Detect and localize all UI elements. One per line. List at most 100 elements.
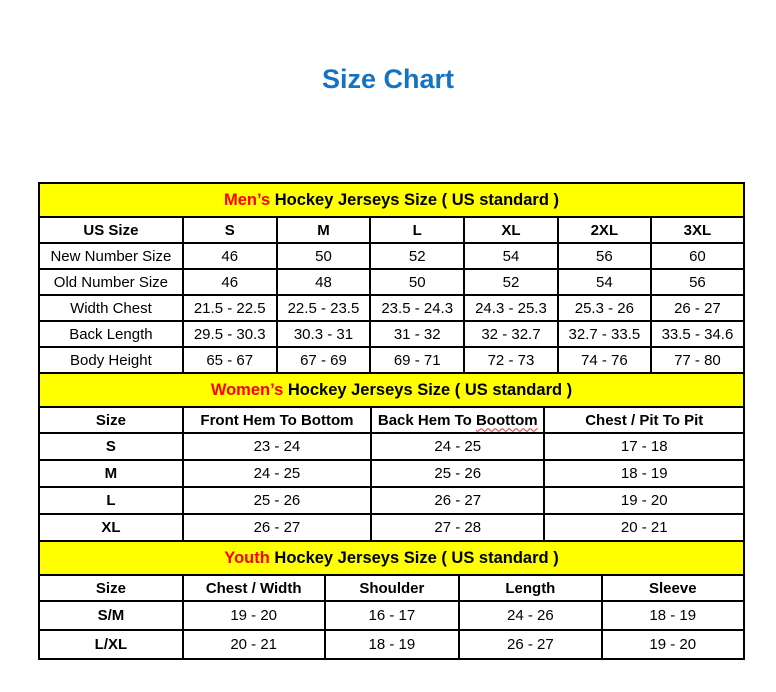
cell-value: 19 - 20 [543,486,745,515]
cell-value: 46 [181,268,278,296]
cell-value: 21.5 - 22.5 [181,294,278,322]
header-row: Size Front Hem To Bottom Back Hem To Boott… [38,406,745,434]
cell-value: 16 - 17 [323,600,461,631]
cell-value: 24 - 25 [370,432,546,461]
cell-value: 18 - 19 [600,600,746,631]
page-title: Size Chart [321,64,455,94]
cell-value: 31 - 32 [369,320,466,348]
cell-value: 27 - 28 [370,513,546,542]
table-row: Width Chest 21.5 - 22.5 22.5 - 23.5 23.5 - … [38,294,746,322]
row-label: Width Chest [38,294,184,322]
column-header: XL [463,216,559,244]
row-label: Back Length [38,320,184,348]
cell-value: 69 - 71 [369,346,466,374]
cell-value: 22.5 - 23.5 [275,294,372,322]
caption-accent: Women’s [210,380,284,399]
cell-value: 52 [369,242,466,270]
column-header: Size [38,574,184,602]
table-row: S/M 19 - 20 16 - 17 24 - 26 18 - 19 [38,600,746,631]
cell-value: 18 - 19 [543,459,745,488]
row-label: S [38,432,184,461]
row-label: New Number Size [38,242,184,270]
cell-value: 19 - 20 [600,629,746,660]
cell-value: 23.5 - 24.3 [369,294,466,322]
row-label: L [38,486,184,515]
cell-value: 32 - 32.7 [463,320,559,348]
youth-size-table: Youth Hockey Jerseys Size ( US standard … [38,540,746,660]
cell-value: 24.3 - 25.3 [463,294,559,322]
cell-value: 50 [369,268,466,296]
cell-value: 26 - 27 [458,629,603,660]
cell-value: 32.7 - 33.5 [556,320,652,348]
table-row: XL 26 - 27 27 - 28 20 - 21 [38,513,745,542]
cell-value: 67 - 69 [275,346,372,374]
table-row: M 24 - 25 25 - 26 18 - 19 [38,459,745,488]
cell-value: 56 [556,242,652,270]
column-header: S [181,216,278,244]
table-row: L/XL 20 - 21 18 - 19 26 - 27 19 - 20 [38,629,746,660]
column-header: Length [458,574,603,602]
table-caption-row: Youth Hockey Jerseys Size ( US standard … [38,540,745,576]
table-caption: Men’s Hockey Jerseys Size ( US standard … [38,182,745,218]
cell-value: 30.3 - 31 [275,320,372,348]
cell-value: 77 - 80 [649,346,746,374]
cell-value: 24 - 26 [458,600,603,631]
header-row: US Size S M L XL 2XL 3XL [38,216,746,244]
column-header: US Size [38,216,184,244]
row-label: Body Height [38,346,184,374]
table-row: S 23 - 24 24 - 25 17 - 18 [38,432,745,461]
column-header: L [369,216,466,244]
cell-value: 20 - 21 [543,513,745,542]
cell-value: 26 - 27 [370,486,546,515]
cell-value: 25 - 26 [370,459,546,488]
cell-value: 72 - 73 [463,346,559,374]
misspelled-word: Boottom [475,411,538,429]
column-header: Sleeve [600,574,746,602]
row-label: M [38,459,184,488]
cell-value: 24 - 25 [181,459,373,488]
column-header: Chest / Pit To Pit [543,406,745,434]
mens-size-table: Men’s Hockey Jerseys Size ( US standard … [38,182,746,374]
cell-value: 54 [556,268,652,296]
column-header: Chest / Width [181,574,326,602]
column-header: Size [38,406,184,434]
cell-value: 19 - 20 [181,600,326,631]
caption-accent: Youth [224,548,270,567]
cell-value: 25.3 - 26 [556,294,652,322]
table-row: Old Number Size 46 48 50 52 54 56 [38,268,746,296]
size-chart-page: Size Chart Men’s Hockey Jerseys Size ( U… [0,62,776,692]
cell-value: 74 - 76 [556,346,652,374]
table-row: Back Length 29.5 - 30.3 30.3 - 31 31 - 32 32… [38,320,746,348]
row-label: Old Number Size [38,268,184,296]
cell-value: 33.5 - 34.6 [649,320,746,348]
table-caption-row: Men’s Hockey Jerseys Size ( US standard … [38,182,745,218]
caption-accent: Men’s [223,190,271,209]
cell-value: 26 - 27 [649,294,746,322]
cell-value: 26 - 27 [181,513,373,542]
cell-value: 17 - 18 [543,432,745,461]
table-row: L 25 - 26 26 - 27 19 - 20 [38,486,745,515]
column-header: M [275,216,372,244]
column-header: 2XL [556,216,652,244]
table-row: New Number Size 46 50 52 54 56 60 [38,242,746,270]
size-tables-container: Men’s Hockey Jerseys Size ( US standard … [38,182,746,660]
cell-value: 29.5 - 30.3 [181,320,278,348]
table-caption-row: Women’s Hockey Jerseys Size ( US standar… [38,372,745,408]
column-header: Back Hem To Boottom [370,406,546,434]
cell-value: 25 - 26 [181,486,373,515]
cell-value: 52 [463,268,559,296]
row-label: S/M [38,600,184,631]
column-header: Front Hem To Bottom [181,406,373,434]
cell-value: 60 [649,242,746,270]
table-caption: Women’s Hockey Jerseys Size ( US standar… [38,372,745,408]
row-label: XL [38,513,184,542]
table-row: Body Height 65 - 67 67 - 69 69 - 71 72 - 73 7… [38,346,746,374]
cell-value: 18 - 19 [323,629,461,660]
row-label: L/XL [38,629,184,660]
header-row: Size Chest / Width Shoulder Length Sleeve [38,574,746,602]
column-header: Shoulder [323,574,461,602]
cell-value: 48 [275,268,372,296]
cell-value: 46 [181,242,278,270]
cell-value: 56 [649,268,746,296]
cell-value: 50 [275,242,372,270]
